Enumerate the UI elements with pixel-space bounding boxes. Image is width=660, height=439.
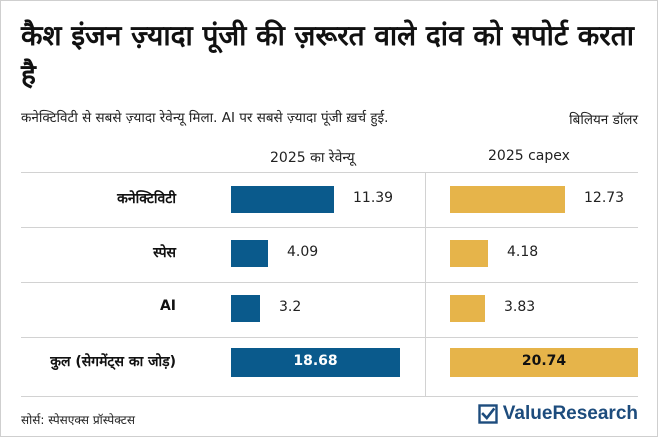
capex-bar [450, 185, 565, 213]
capex-bar [450, 347, 638, 377]
category-label: कुल (सेगमेंट्स का जोड़) [50, 354, 176, 370]
category-label: स्पेस [153, 245, 176, 261]
revenue-bar [231, 185, 334, 213]
source-note: सोर्स: स्पेसएक्स प्रॉस्पेक्टस [21, 413, 135, 427]
capex-value-label: 3.83 [504, 299, 536, 315]
capex-value-label: 4.18 [507, 244, 539, 260]
capex-value-label: 20.74 [521, 353, 567, 369]
category-label: कनेक्टिविटी [117, 191, 176, 207]
revenue-bar [231, 239, 268, 267]
capex-column-header: 2025 capex [488, 148, 570, 164]
column-separator [425, 172, 426, 397]
capex-value-label: 12.73 [584, 190, 625, 206]
header-rule [21, 172, 638, 173]
chart-subtitle: कनेक्टिविटी से सबसे ज़्यादा रेवेन्यू मिल… [21, 110, 389, 126]
revenue-bar [231, 294, 260, 322]
row-divider [21, 337, 638, 338]
category-label: AI [159, 298, 176, 314]
revenue-value-label: 4.09 [287, 244, 319, 260]
checkbox-check-icon [478, 404, 498, 424]
row-divider [21, 227, 638, 228]
revenue-value-label: 18.68 [293, 353, 338, 369]
capex-bar [450, 239, 488, 267]
unit-label: बिलियन डॉलर [569, 112, 638, 128]
revenue-bar [231, 347, 400, 377]
capex-bar [450, 294, 485, 322]
footer-rule [21, 396, 638, 397]
chart-title: कैश इंजन ज़्यादा पूंजी की ज़रूरत वाले दा… [21, 19, 634, 91]
revenue-value-label: 11.39 [353, 190, 394, 206]
revenue-value-label: 3.2 [279, 299, 302, 315]
brand-logo: ValueResearch [478, 403, 638, 425]
brand-name: ValueResearch [502, 403, 638, 424]
revenue-column-header: 2025 का रेवेन्यू [270, 150, 355, 166]
row-divider [21, 282, 638, 283]
